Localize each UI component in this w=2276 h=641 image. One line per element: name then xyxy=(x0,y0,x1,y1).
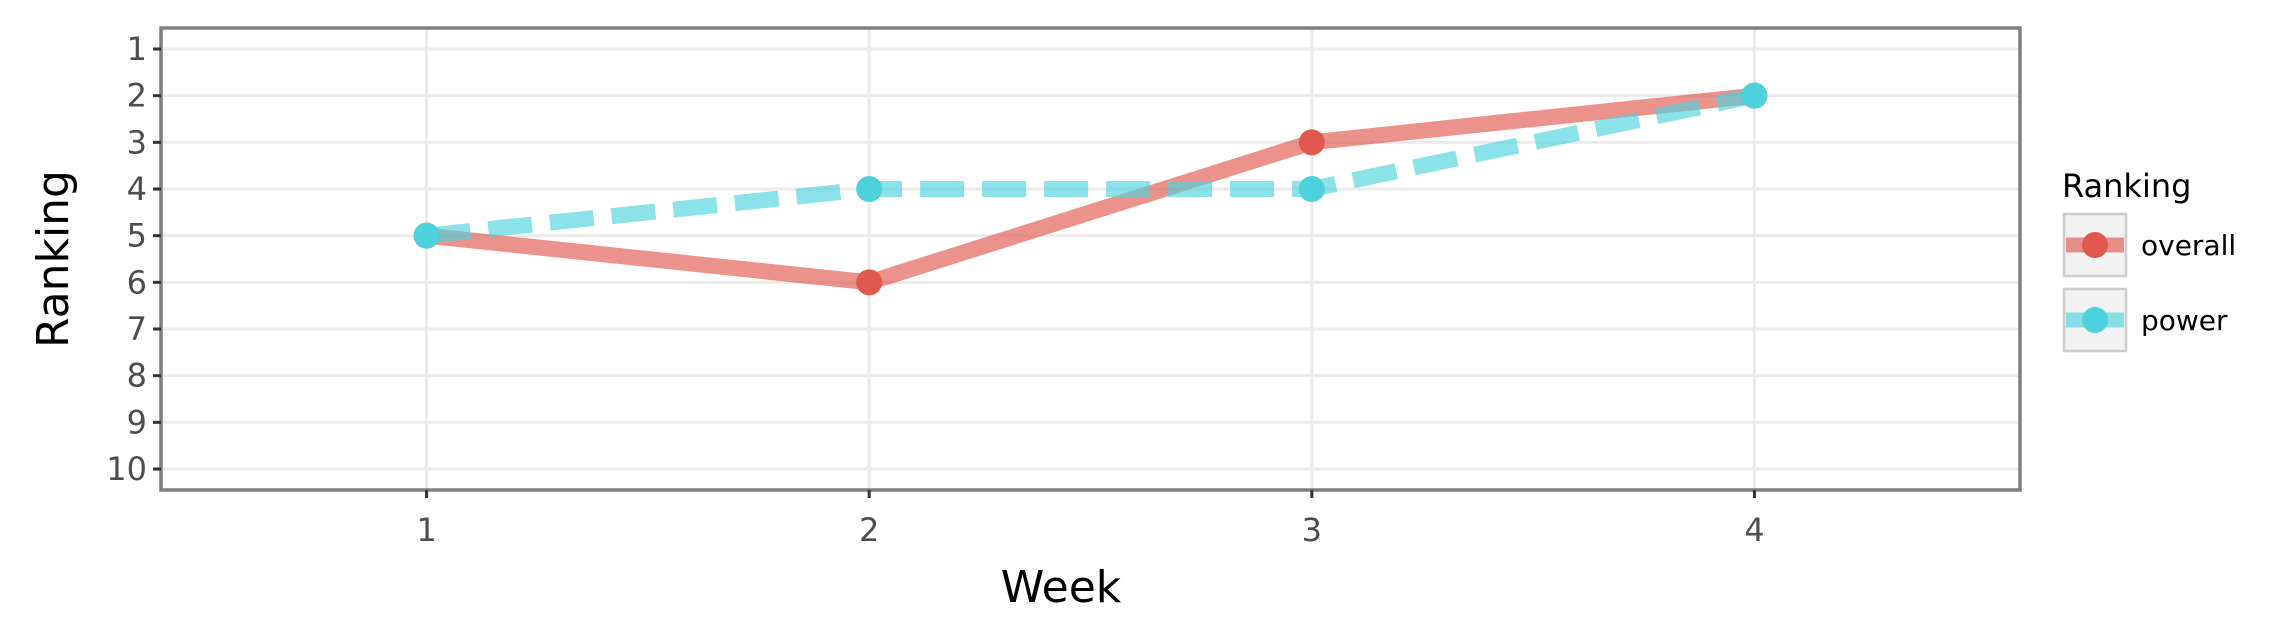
series-line-overall xyxy=(425,87,1756,291)
y-tick-label: 3 xyxy=(127,123,147,161)
data-point-overall xyxy=(1298,129,1325,156)
legend-title: Ranking xyxy=(2062,167,2191,205)
y-tick-label: 2 xyxy=(127,77,147,115)
legend-label: power xyxy=(2141,304,2228,337)
y-tick-label: 1 xyxy=(127,30,147,68)
y-tick-label: 5 xyxy=(127,217,147,255)
y-axis-title: Ranking xyxy=(28,170,79,348)
y-tick-label: 4 xyxy=(127,170,147,208)
y-tick-label: 6 xyxy=(127,263,147,301)
y-tick-label: 7 xyxy=(127,310,147,348)
legend: Ranking overall power xyxy=(2062,167,2236,353)
legend-item-power: power xyxy=(2062,287,2228,353)
legend-label: overall xyxy=(2141,229,2236,262)
x-axis-title: Week xyxy=(1001,562,1122,613)
legend-items: overall power xyxy=(2062,212,2236,353)
y-tick-label: 9 xyxy=(127,403,147,441)
data-point-power xyxy=(856,176,883,202)
x-tick-label: 4 xyxy=(1744,511,1764,549)
x-tick-label: 2 xyxy=(859,511,879,549)
data-point-power xyxy=(413,222,440,249)
legend-item-overall: overall xyxy=(2062,212,2236,278)
y-gridlines xyxy=(161,47,2020,471)
x-tick-label: 3 xyxy=(1302,511,1322,549)
y-axis-ticks: 1 2 3 4 5 6 7 8 9 10 xyxy=(106,30,161,488)
x-axis-ticks: 1 2 3 4 xyxy=(416,490,1765,549)
x-tick-label: 1 xyxy=(416,511,436,549)
series-line-power xyxy=(425,87,1757,244)
y-tick-label: 10 xyxy=(106,450,147,488)
data-point-power xyxy=(1298,176,1325,202)
plot-border xyxy=(159,26,2022,492)
data-point-overall xyxy=(856,269,883,296)
data-point-power xyxy=(1741,82,1768,109)
legend-key-point xyxy=(2082,232,2108,258)
legend-key-point xyxy=(2082,307,2108,333)
y-tick-label: 8 xyxy=(127,357,147,395)
series-lines xyxy=(425,87,1757,291)
series-points xyxy=(413,82,1768,296)
